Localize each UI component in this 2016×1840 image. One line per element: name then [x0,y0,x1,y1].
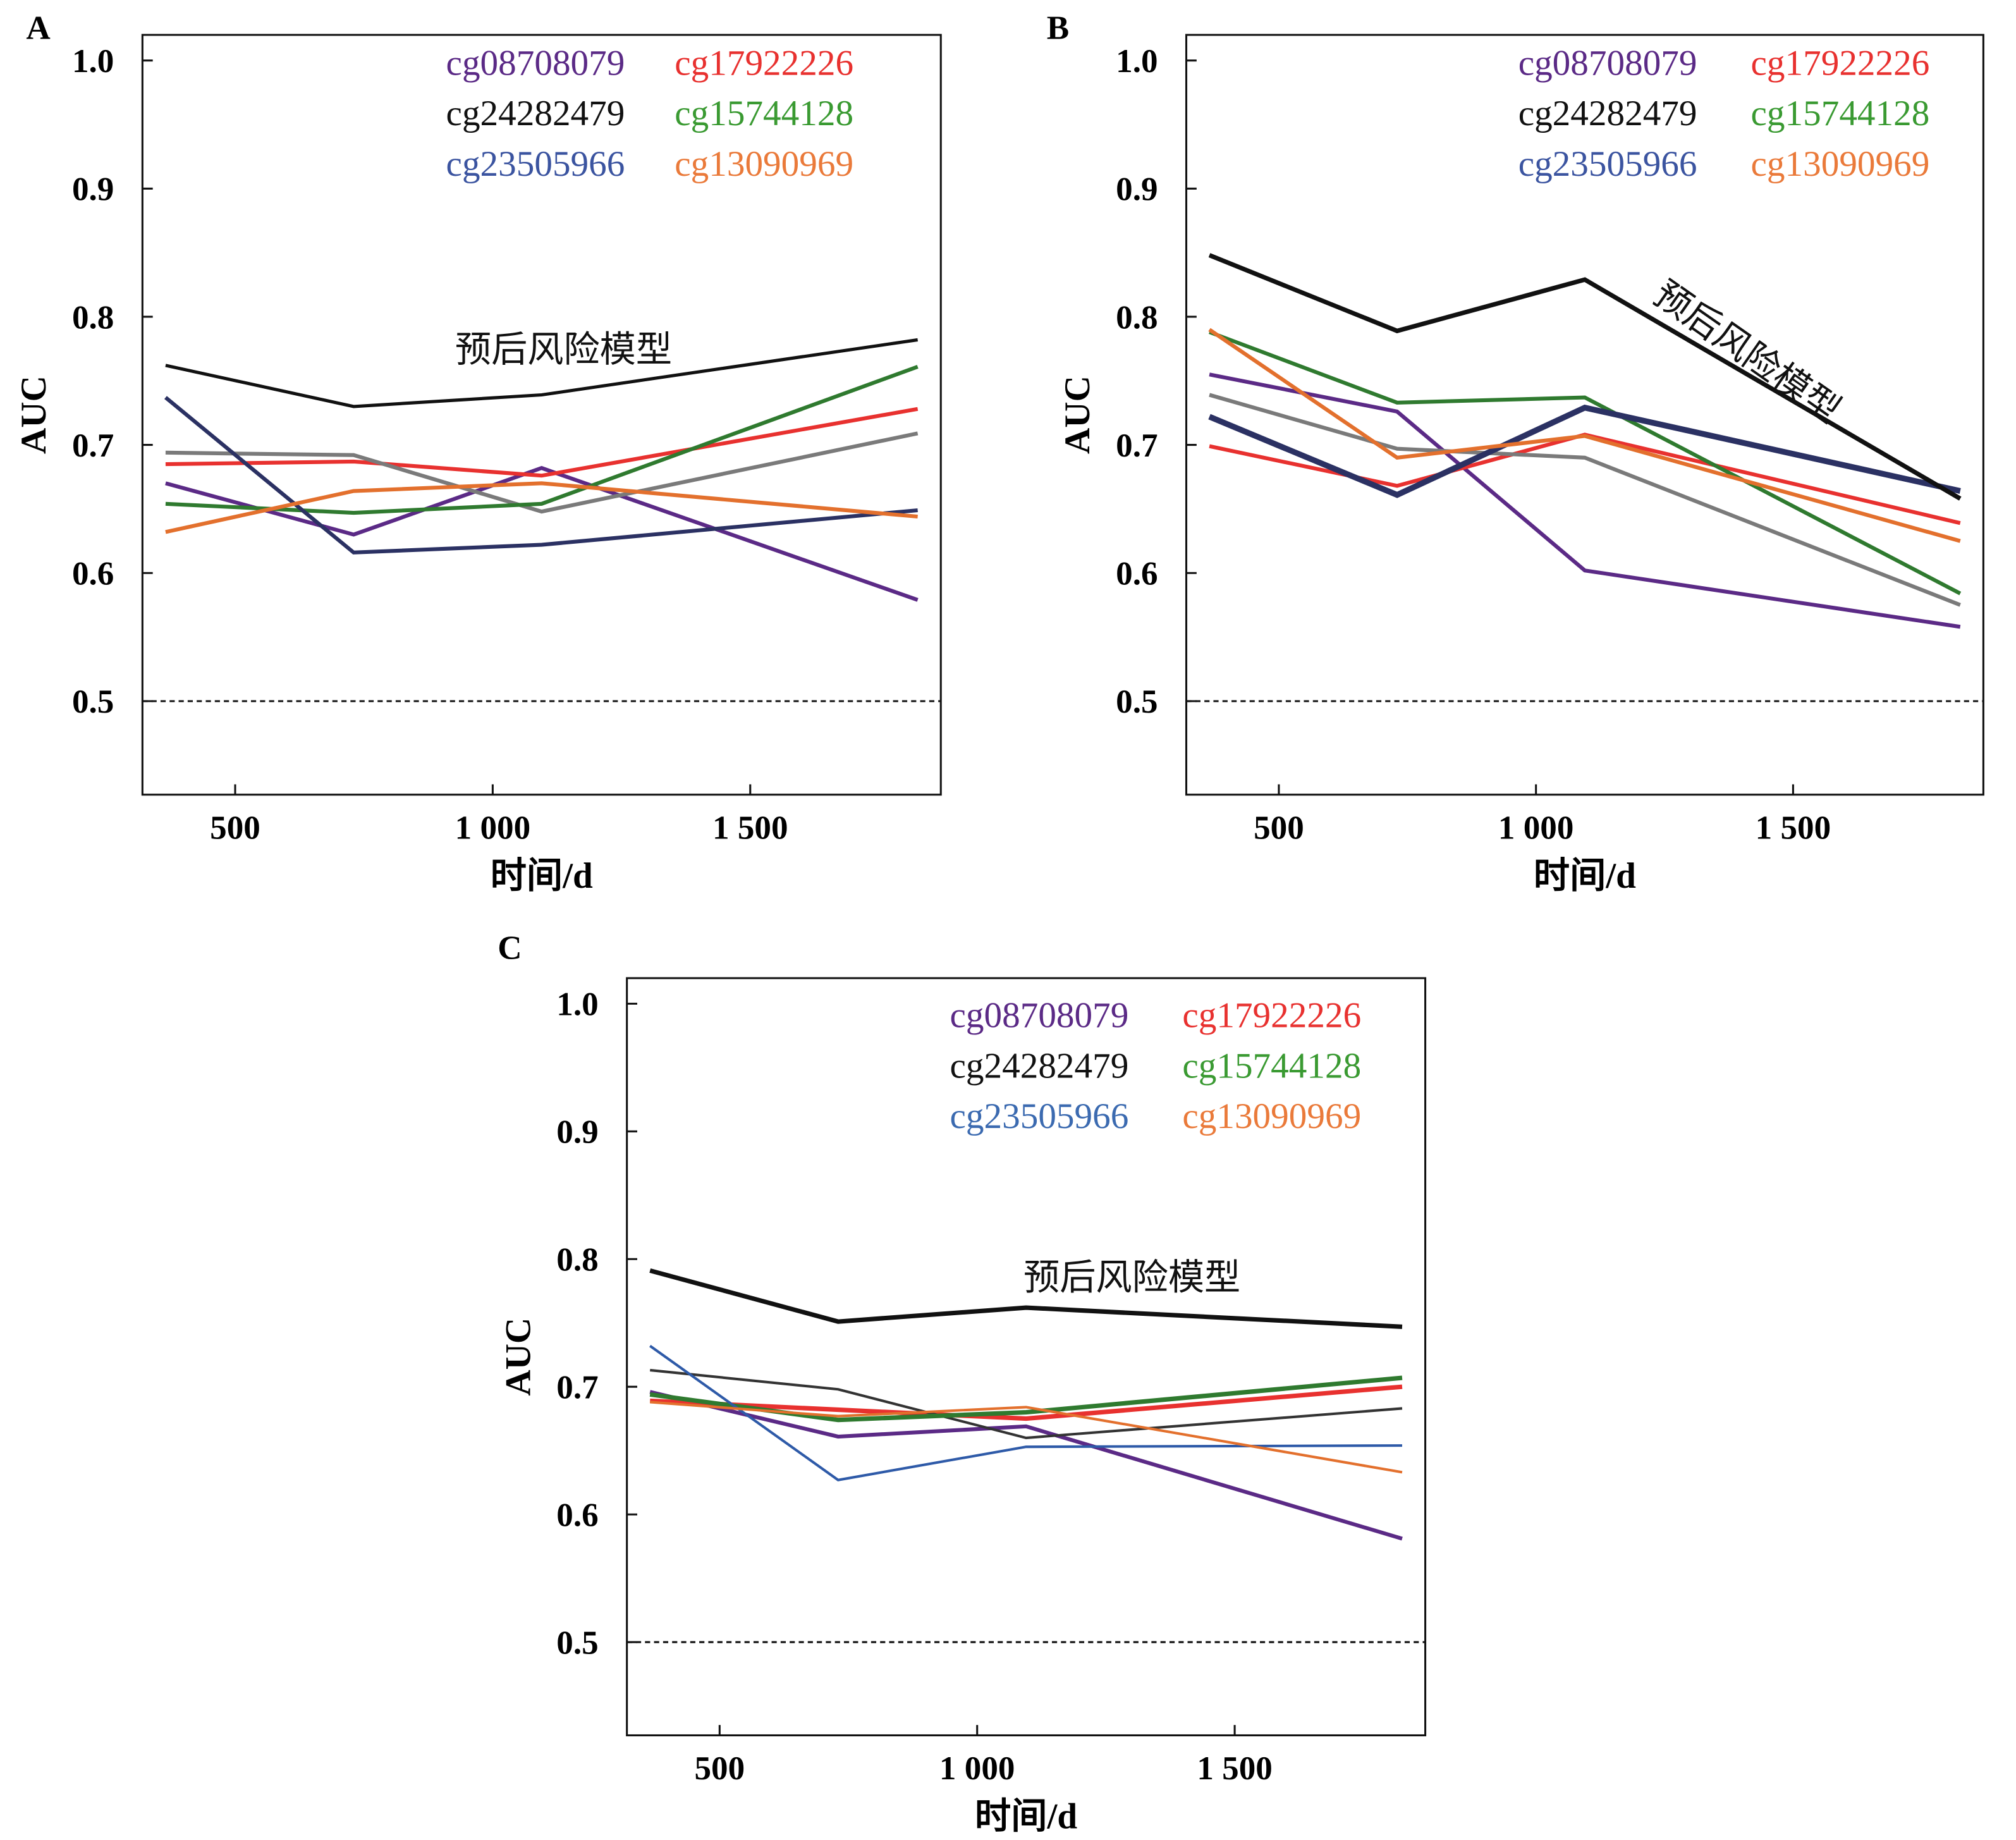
y-tick-label: 0.6 [1116,556,1158,592]
x-tick-label: 1 500 [1756,809,1831,846]
series-line-cg13090969 [165,481,918,534]
x-tick-label: 1 000 [939,1750,1015,1787]
panel-label: A [26,9,50,46]
legend-entry: cg13090969 [1182,1096,1361,1136]
series-line-cg13090969 [650,1401,1403,1474]
legend-entry: cg24282479 [950,1046,1129,1086]
y-axis-label: AUC [14,376,54,454]
series-line-risk-model [649,1268,1403,1329]
x-tick-label: 1 000 [455,809,531,846]
y-tick-label: 0.5 [556,1624,598,1661]
x-axis-label: 时间/d [491,856,593,896]
series-line-cg15744128 [649,1375,1403,1423]
x-tick-label: 500 [694,1750,745,1787]
y-tick-label: 1.0 [72,43,114,80]
panel-b: B 0.5 0.6 0.7 0.8 0.9 1.0 500 1 000 1 500 时间/d AUC c… [1047,9,1984,896]
y-tick-label: 0.7 [556,1370,598,1406]
x-tick-label: 1 000 [1498,809,1574,846]
y-tick-label: 0.5 [72,684,114,720]
plot-frame [626,977,1427,1737]
legend-entry: cg15744128 [1182,1046,1361,1086]
x-tick-label: 1 500 [712,809,788,846]
y-tick-label: 0.7 [72,427,114,464]
series-line-cg23505966 [649,1344,1402,1481]
y-tick-label: 0.8 [556,1242,598,1279]
legend-entry: cg08708079 [950,996,1129,1036]
y-tick-label: 0.9 [72,171,114,208]
panel-a: A 0.5 0.6 0.7 0.8 0.9 1.0 500 1 000 1 500 时间/d AUC c… [14,9,942,896]
legend-entry: cg08708079 [446,44,625,83]
plot-frame [141,34,942,796]
series-line-cg08708079 [1209,372,1961,629]
legend-entry: cg17922226 [675,44,853,83]
y-tick-label: 0.8 [1116,299,1158,336]
legend-entry: cg17922226 [1182,996,1361,1036]
series-line-risk-model [165,338,919,408]
series-line-cg17922226 [1209,432,1961,525]
x-tick-label: 1 500 [1197,1750,1273,1787]
legend-entry: cg23505966 [950,1096,1129,1136]
series-line-cg15744128 [1209,330,1962,596]
x-axis-label: 时间/d [1534,856,1636,896]
risk-model-annotation: 预后风险模型 [455,330,672,370]
y-axis-label: AUC [498,1318,538,1396]
y-tick-label: 0.6 [72,556,114,592]
y-tick-label: 0.9 [556,1114,598,1151]
panel-label: B [1047,9,1069,46]
plot-frame [1185,34,1984,796]
panel-label: C [498,929,522,966]
legend-entry: cg13090969 [675,144,853,184]
risk-model-annotation: 预后风险模型 [1647,274,1847,431]
legend-entry: cg13090969 [1751,144,1930,184]
legend-entry: cg24282479 [446,94,625,133]
y-tick-label: 1.0 [556,986,598,1023]
legend-entry: cg23505966 [1518,144,1697,184]
series-line-cg13090969 [1208,328,1961,543]
legend-entry: cg24282479 [1518,94,1697,133]
y-tick-label: 1.0 [1116,43,1158,80]
y-tick-label: 0.6 [556,1497,598,1534]
risk-model-annotation: 预后风险模型 [1023,1258,1240,1297]
y-tick-label: 0.9 [1116,171,1158,208]
legend-entry: cg15744128 [1751,94,1930,133]
legend-entry: cg23505966 [446,144,625,184]
y-tick-label: 0.7 [1116,427,1158,464]
y-axis-label: AUC [1058,376,1097,454]
series-line-cg24282479 [1209,393,1961,607]
panel-c: C 0.5 0.6 0.7 0.8 0.9 1.0 500 1 000 1 500 时间/d AUC c… [498,929,1427,1837]
x-tick-label: 500 [210,809,260,846]
series-line-cg08708079 [165,465,919,602]
series-line-cg15744128 [165,365,919,515]
series-line-cg23505966 [1208,404,1961,498]
series-line-risk-model [1208,253,1962,501]
legend-entry: cg08708079 [1518,44,1697,83]
legend-entry: cg15744128 [675,94,853,133]
x-axis-label: 时间/d [975,1797,1077,1837]
series-line-cg23505966 [164,396,918,555]
legend-entry: cg17922226 [1751,44,1930,83]
x-tick-label: 500 [1254,809,1304,846]
y-tick-label: 0.5 [1116,684,1158,720]
series-line-cg24282479 [165,431,919,514]
series-line-cg24282479 [650,1368,1403,1440]
series-line-cg17922226 [165,407,919,478]
y-tick-label: 0.8 [72,299,114,336]
